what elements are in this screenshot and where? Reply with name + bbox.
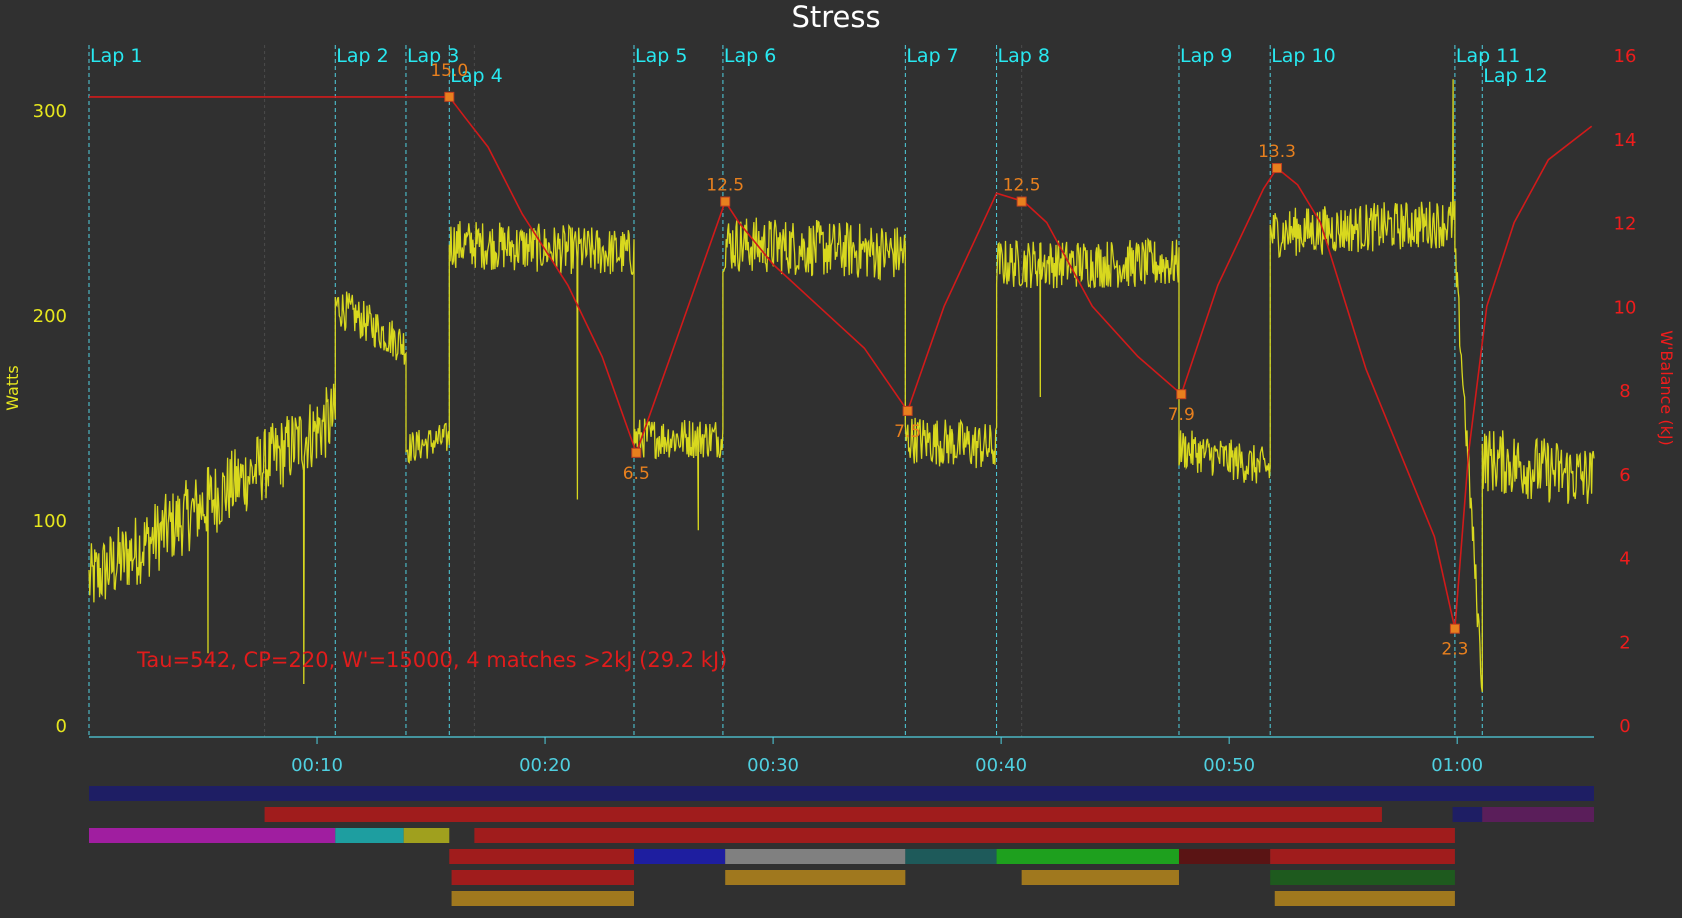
- y-axis-left-label: Watts: [3, 365, 22, 410]
- zone-bar: [725, 849, 906, 864]
- y-right-tick-label: 12: [1614, 214, 1637, 235]
- y-right-tick-label: 0: [1619, 716, 1630, 737]
- x-axis-tick-label: 01:00: [1431, 755, 1483, 776]
- watts-layer: [88, 79, 1595, 693]
- lap-label: Lap 12: [1483, 65, 1548, 87]
- wbal-marker: [1016, 196, 1027, 207]
- wbal-series-line: [89, 96, 1593, 629]
- wbal-marker: [1449, 623, 1460, 634]
- y-right-tick-label: 2: [1619, 632, 1630, 653]
- lap-label: Lap 4: [450, 65, 502, 87]
- wbal-marker-label: 2.3: [1441, 640, 1468, 660]
- wbal-marker: [444, 91, 455, 102]
- zone-bar: [1274, 891, 1455, 906]
- x-axis-tick-label: 00:40: [975, 755, 1027, 776]
- zone-bar: [1482, 807, 1594, 822]
- x-axis-tick-label: 00:20: [519, 755, 571, 776]
- wbal-layer: 15.0 6.5 12.5 7.5 12.5 7.9 13.3 2.3: [89, 61, 1593, 660]
- wbal-marker: [1272, 163, 1283, 174]
- zone-bar: [403, 828, 450, 843]
- lap-label: Lap 8: [998, 45, 1050, 67]
- x-axis-tick-label: 00:50: [1203, 755, 1255, 776]
- y-right-tick-label: 16: [1614, 46, 1637, 67]
- zone-bar: [1021, 870, 1179, 885]
- lap-label: Lap 7: [906, 45, 958, 67]
- wbal-marker: [902, 405, 913, 416]
- zone-bar: [1178, 849, 1271, 864]
- y-right-tick-label: 14: [1614, 130, 1637, 151]
- lap-label: Lap 6: [724, 45, 776, 67]
- zone-bar: [89, 828, 336, 843]
- wbal-marker: [1176, 389, 1187, 400]
- zone-bar: [996, 849, 1179, 864]
- zone-bar: [633, 849, 726, 864]
- wbal-marker-label: 7.9: [1168, 405, 1195, 425]
- x-axis-tick-label: 00:30: [747, 755, 799, 776]
- zone-bar: [905, 849, 997, 864]
- y-right-tick-label: 10: [1614, 297, 1637, 318]
- lap-label: Lap 11: [1456, 45, 1521, 67]
- y-right-tick-label: 8: [1619, 381, 1630, 402]
- y-left-tick-label: 100: [33, 511, 67, 532]
- y-left-tick-label: 200: [33, 306, 67, 327]
- lap-label: Lap 9: [1180, 45, 1232, 67]
- lap-label: Lap 10: [1271, 45, 1336, 67]
- wbal-marker-label: 15.0: [430, 61, 468, 81]
- x-axis-tick-label: 00:10: [291, 755, 343, 776]
- y-axis-right-label: W'Balance (kJ): [1657, 330, 1676, 446]
- wbal-marker-label: 12.5: [1003, 176, 1041, 196]
- lap-label: Lap 3: [407, 45, 459, 67]
- zone-bar: [449, 849, 634, 864]
- lap-label: Lap 2: [336, 45, 388, 67]
- zone-bar: [451, 891, 634, 906]
- wbal-marker: [720, 196, 731, 207]
- grid-layer: [264, 45, 1023, 737]
- lap-label: Lap 1: [90, 45, 142, 67]
- zone-bar: [335, 828, 404, 843]
- y-right-tick-label: 4: [1619, 549, 1630, 570]
- zone-bars: [89, 786, 1594, 906]
- zone-bar: [474, 828, 1455, 843]
- chart-title: Stress: [791, 0, 880, 34]
- wbal-marker-label: 7.5: [894, 422, 921, 442]
- zone-bar: [264, 807, 1382, 822]
- wbal-marker-label: 12.5: [706, 176, 744, 196]
- zone-bar: [1270, 849, 1455, 864]
- zone-bar: [451, 870, 634, 885]
- wbal-marker-label: 13.3: [1258, 142, 1296, 162]
- watts-series-line: [88, 79, 1595, 693]
- lap-label: Lap 5: [635, 45, 687, 67]
- stats-annotation: Tau=542, CP=220, W'=15000, 4 matches >2k…: [136, 648, 727, 672]
- zone-bar: [1270, 870, 1455, 885]
- y-left-tick-label: 0: [56, 716, 67, 737]
- y-right-tick-label: 6: [1619, 465, 1630, 486]
- zone-bar: [725, 870, 906, 885]
- y-left-tick-label: 300: [33, 101, 67, 122]
- wbal-marker-label: 6.5: [623, 464, 650, 484]
- zone-bar: [89, 786, 1594, 801]
- zone-bar: [1452, 807, 1483, 822]
- axes-layer: 00:10 00:20 00:30 00:40 00:50 01:000100200300…: [33, 46, 1637, 776]
- wbal-marker: [631, 447, 642, 458]
